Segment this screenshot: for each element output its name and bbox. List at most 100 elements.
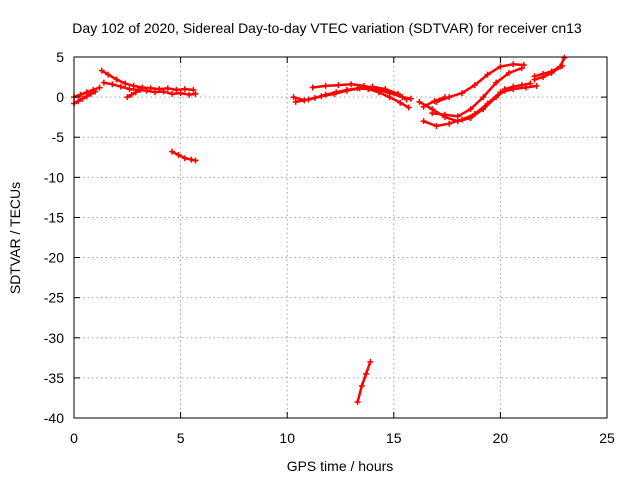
data-point: [407, 95, 414, 102]
data-point: [360, 82, 367, 89]
series-arc-14: [433, 61, 527, 105]
data-point: [117, 83, 124, 90]
series-line: [126, 88, 142, 99]
data-point: [173, 86, 180, 93]
data-point: [484, 100, 491, 107]
data-point: [77, 91, 84, 98]
series-line: [100, 69, 195, 92]
data-point: [109, 81, 116, 88]
data-point: [373, 86, 380, 93]
data-point: [548, 70, 555, 77]
data-point: [510, 83, 517, 90]
x-tick-label: 20: [493, 430, 509, 446]
data-point: [79, 95, 86, 102]
data-point: [192, 157, 199, 164]
data-point: [143, 87, 150, 94]
series-arc-18: [531, 62, 566, 83]
data-point: [181, 86, 188, 93]
data-point: [518, 82, 525, 89]
x-tick-label: 15: [386, 430, 402, 446]
series-arc-13: [429, 65, 525, 120]
series-line: [533, 64, 564, 81]
data-point: [100, 79, 107, 86]
series-arc-15: [420, 94, 448, 110]
series-arc-16: [501, 80, 534, 93]
data-point: [331, 90, 338, 97]
series-line: [356, 360, 372, 404]
data-point: [75, 98, 82, 105]
data-point: [471, 82, 478, 89]
y-tick-label: -35: [44, 370, 64, 386]
data-point: [169, 148, 176, 155]
data-point: [533, 82, 540, 89]
data-point: [305, 96, 312, 103]
data-point: [137, 86, 144, 93]
data-point: [358, 382, 365, 389]
y-tick-label: 5: [56, 49, 64, 65]
x-tick-label: 10: [279, 430, 295, 446]
data-point: [497, 63, 504, 70]
data-point: [292, 98, 299, 105]
data-point: [446, 120, 453, 127]
chart-title: Day 102 of 2020, Sidereal Day-to-day VTE…: [72, 20, 582, 36]
data-point: [128, 91, 135, 98]
data-point: [501, 86, 508, 93]
data-point: [192, 90, 199, 97]
data-point: [130, 82, 137, 89]
data-point: [124, 94, 131, 101]
data-point: [559, 62, 566, 69]
data-point: [122, 80, 129, 87]
data-point: [433, 122, 440, 129]
data-point: [152, 89, 159, 96]
data-point: [190, 86, 197, 93]
y-tick-label: -40: [44, 410, 64, 426]
data-point: [441, 94, 448, 101]
data-point: [480, 94, 487, 101]
data-point: [518, 65, 525, 72]
data-point: [420, 118, 427, 125]
data-point: [290, 94, 297, 101]
data-point: [441, 111, 448, 118]
data-point: [348, 81, 355, 88]
data-point: [175, 151, 182, 158]
data-point: [493, 79, 500, 86]
series-group: [71, 54, 568, 405]
data-point: [309, 84, 316, 91]
data-point: [429, 110, 436, 117]
data-point: [416, 98, 423, 105]
data-point: [431, 98, 438, 105]
data-point: [467, 106, 474, 113]
data-point: [363, 370, 370, 377]
y-tick-label: -5: [52, 129, 65, 145]
y-tick-label: -30: [44, 330, 64, 346]
series-line: [294, 85, 408, 104]
data-point: [540, 74, 547, 81]
x-tick-label: 25: [599, 430, 615, 446]
data-point: [354, 398, 361, 405]
data-point: [181, 155, 188, 162]
data-point: [169, 90, 176, 97]
data-point: [505, 70, 512, 77]
grid: [74, 57, 607, 418]
data-point: [527, 80, 534, 87]
data-point: [160, 88, 167, 95]
series-line: [503, 82, 532, 91]
series-arc-10: [354, 358, 374, 405]
data-point: [420, 103, 427, 110]
data-point: [335, 82, 342, 89]
data-point: [520, 62, 527, 69]
data-point: [188, 156, 195, 163]
y-tick-label: -15: [44, 209, 64, 225]
y-axis-label: SDTVAR / TECUs: [7, 182, 23, 294]
data-point: [126, 86, 133, 93]
series-arc-9: [309, 81, 414, 102]
data-point: [98, 67, 105, 74]
data-point: [88, 90, 95, 97]
x-tick-label: 0: [70, 430, 78, 446]
axis-ticks: 0 5 10 15 20 25 5 0 -5 -10 -15 -20 -25 -30 -35 -40: [44, 49, 615, 446]
y-tick-label: 0: [56, 89, 64, 105]
x-axis-label: GPS time / hours: [287, 458, 394, 474]
series-arc-3: [98, 67, 197, 93]
y-tick-label: -25: [44, 290, 64, 306]
